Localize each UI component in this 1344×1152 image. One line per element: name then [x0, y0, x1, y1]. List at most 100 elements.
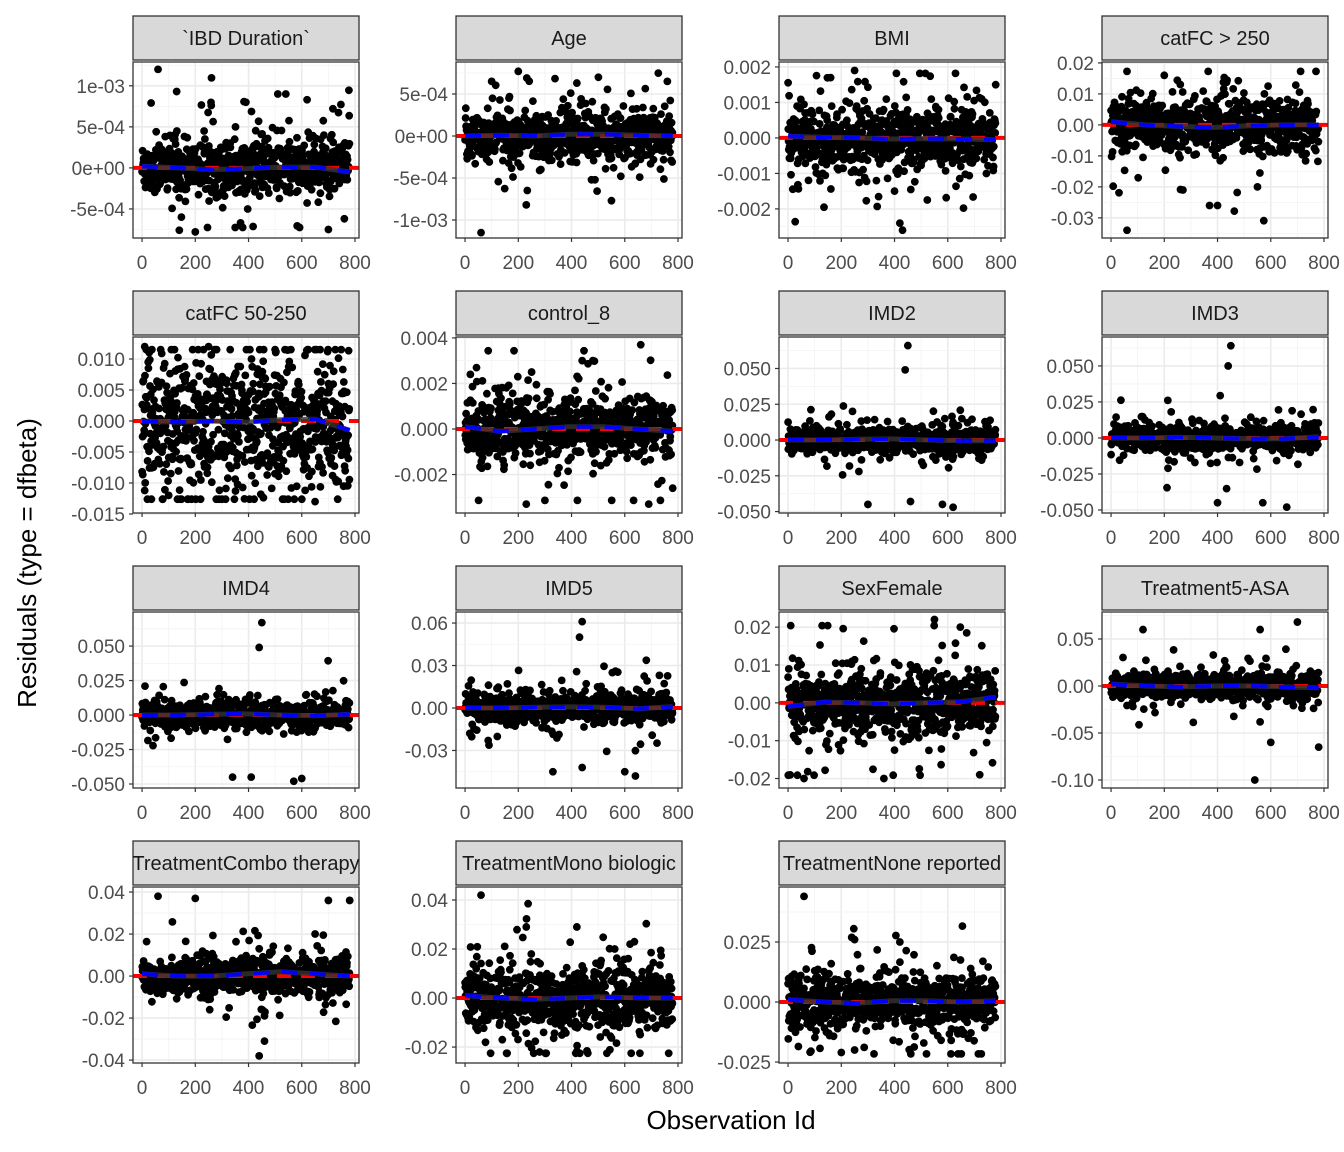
data-point [1176, 80, 1185, 89]
data-point [892, 69, 901, 78]
points-layer [1102, 67, 1328, 235]
outlier-point [1179, 186, 1187, 194]
data-point [190, 436, 198, 445]
y-tick-label: 0.00 [1057, 116, 1094, 137]
x-tick-label: 800 [662, 528, 694, 549]
data-point [787, 170, 795, 179]
data-point [285, 182, 294, 191]
data-point [182, 371, 191, 379]
data-point [302, 453, 311, 461]
data-point [627, 89, 635, 98]
data-point [646, 455, 655, 464]
data-point [801, 159, 810, 168]
data-point [175, 193, 184, 202]
data-point [815, 106, 824, 115]
data-point [879, 105, 888, 114]
data-point [318, 463, 326, 471]
data-point [572, 158, 581, 167]
data-point [275, 194, 284, 203]
outlier-point [991, 80, 1000, 89]
data-point [1246, 145, 1255, 154]
data-point [187, 460, 196, 469]
data-point [600, 442, 609, 451]
data-point [521, 106, 530, 115]
facet-strip [455, 15, 683, 61]
data-point [226, 345, 235, 354]
data-point [910, 177, 919, 186]
data-point [285, 116, 293, 125]
data-point [601, 164, 610, 173]
x-tick-label: 0 [460, 253, 471, 274]
y-tick-label: 0.01 [1057, 85, 1094, 106]
data-point [944, 94, 953, 103]
points-layer [456, 340, 682, 509]
data-point [639, 103, 647, 112]
data-point [483, 389, 491, 398]
data-point [334, 108, 343, 117]
data-point [259, 493, 268, 502]
data-point [571, 386, 579, 395]
x-tick-label: 600 [932, 253, 964, 274]
data-point [1124, 94, 1133, 103]
data-point [249, 379, 258, 388]
data-point [660, 175, 668, 183]
data-point [156, 459, 164, 468]
data-point [344, 431, 352, 440]
data-point [526, 449, 534, 458]
facet-label: Age [551, 28, 587, 50]
y-tick-label: 5e-04 [399, 85, 448, 106]
x-tick-label: 600 [286, 253, 318, 274]
data-point [199, 427, 207, 436]
data-point [343, 155, 352, 164]
data-point [989, 153, 997, 162]
data-point [330, 446, 339, 455]
data-point [567, 453, 575, 462]
panel-border [778, 61, 1006, 239]
data-point [555, 463, 563, 472]
data-point [1296, 67, 1305, 76]
data-point [193, 390, 202, 398]
data-point [461, 114, 470, 122]
data-point [821, 171, 830, 180]
data-point [566, 89, 575, 97]
data-point [314, 198, 323, 207]
y-tick-label: 0.000 [400, 420, 448, 441]
data-point [529, 97, 537, 105]
data-point [222, 484, 230, 493]
data-point [800, 100, 808, 109]
x-tick-label: 800 [339, 528, 371, 549]
data-point [334, 354, 343, 363]
outlier-point [522, 201, 531, 209]
data-point [166, 469, 175, 478]
panel-border [1101, 61, 1329, 239]
data-point [152, 127, 161, 136]
data-point [287, 345, 295, 354]
data-point [345, 139, 354, 148]
data-point [874, 192, 883, 201]
data-point [893, 170, 902, 179]
data-point [264, 189, 273, 198]
data-point [279, 456, 288, 465]
data-point [963, 93, 972, 101]
data-point [858, 128, 867, 137]
data-point [329, 380, 338, 388]
data-point [591, 387, 600, 395]
data-point [157, 349, 166, 358]
data-point [629, 496, 638, 505]
data-point [282, 467, 291, 476]
data-point [181, 197, 190, 206]
data-point [537, 165, 545, 174]
data-point [164, 477, 173, 485]
data-point [227, 405, 236, 413]
data-point [183, 133, 192, 142]
facet-panel: -0.03-0.02-0.010.000.010.020 200 400 600 800… [1051, 15, 1340, 274]
data-point [140, 486, 149, 495]
data-point [630, 398, 639, 407]
data-point [301, 486, 310, 495]
data-point [1184, 146, 1193, 155]
data-point [1304, 100, 1312, 108]
data-point [345, 475, 354, 484]
data-point [965, 171, 974, 180]
